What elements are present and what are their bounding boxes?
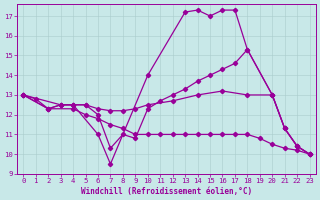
X-axis label: Windchill (Refroidissement éolien,°C): Windchill (Refroidissement éolien,°C) xyxy=(81,187,252,196)
